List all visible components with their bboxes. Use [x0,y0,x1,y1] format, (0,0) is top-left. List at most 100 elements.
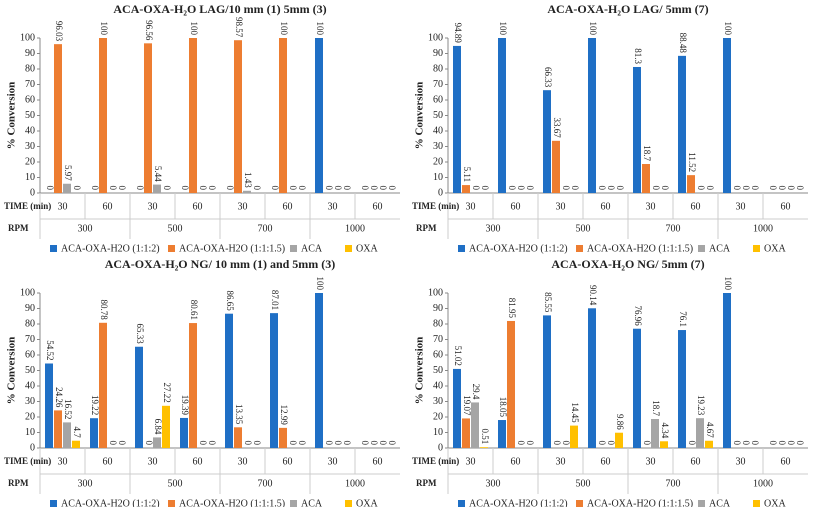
data-label: 0 [768,186,778,191]
legend-label: OXA [764,243,786,254]
data-label: 51.02 [453,346,463,366]
bar [480,447,488,448]
y-axis-title: % Conversion [414,337,426,405]
data-label: 0 [552,441,562,446]
y-tick-label: 90 [25,48,35,59]
x-tick-label: 60 [601,456,611,467]
data-label: 0 [333,186,343,191]
bar [660,441,668,448]
data-label: 87.01 [270,290,280,310]
data-label: 18.7 [642,145,652,161]
y-tick-label: 70 [433,79,443,90]
y-tick-label: 60 [25,349,35,360]
data-label: 0 [144,441,154,446]
bar [189,323,197,448]
x-tick-label: 30 [466,201,476,212]
data-label: 0 [369,186,379,191]
y-tick-label: 10 [433,172,443,183]
bar [498,38,506,193]
x-tick-label: 60 [511,456,521,467]
data-label: 19.23 [696,395,706,416]
data-label: 100 [723,22,733,36]
x-tick-label: 60 [193,201,203,212]
x-tick-label: 60 [373,456,383,467]
data-label: 85.55 [543,292,553,313]
data-label: 0 [162,186,172,191]
data-label: 18.7 [651,400,661,416]
chart-title: ACA-OXA-H₂O LAG/ 5mm (7) [547,2,708,16]
bar [543,90,551,193]
bar [462,418,470,448]
y-tick-label: 60 [433,94,443,105]
x-tick-label: 30 [58,201,68,212]
x-tick-label: 60 [781,456,791,467]
bar [162,405,170,448]
y-tick-label: 40 [433,125,443,136]
data-label: 0 [117,186,127,191]
time-axis-label: TIME (min) [412,201,459,211]
legend-label: ACA-OXA-H2O (1:1:2) [61,498,160,507]
data-label: 19.07 [462,395,472,416]
time-axis-label: TIME (min) [412,456,459,466]
bar [54,410,62,448]
y-tick-label: 20 [433,156,443,167]
bar [99,322,107,448]
data-label: 0 [642,441,652,446]
x-tick-label: 60 [601,201,611,212]
data-label: 88.48 [678,33,688,54]
time-axis-label: TIME (min) [4,201,51,211]
data-label: 100 [189,22,199,36]
data-label: 98.57 [234,17,244,38]
data-label: 0 [207,186,217,191]
y-tick-label: 30 [433,141,443,152]
x-tick-label: 30 [328,456,338,467]
data-label: 0.51 [480,428,490,444]
legend-swatch [168,245,175,252]
x-tick-label: 60 [103,456,113,467]
legend-label: ACA [709,243,731,254]
bar [270,313,278,448]
data-label: 0 [606,441,616,446]
data-label: 4.7 [72,426,82,438]
x-tick-label: 30 [148,456,158,467]
data-label: 0 [786,441,796,446]
data-label: 0 [198,186,208,191]
bar [705,440,713,448]
x-tick-label: 30 [646,456,656,467]
y-axis-title: % Conversion [6,82,18,150]
rpm-label: 1000 [345,223,365,234]
legend-swatch [290,500,297,507]
legend-swatch [290,245,297,252]
bar [696,418,704,448]
data-label: 4.67 [705,422,715,438]
bar [498,420,506,448]
legend-swatch [345,245,352,252]
legend-swatch [753,245,760,252]
y-tick-label: 10 [433,427,443,438]
chart-title: ACA-OXA-H₂O NG/ 10 mm (1) and 5mm (3) [105,257,336,271]
y-tick-label: 90 [433,48,443,59]
bar [462,185,470,193]
data-label: 0 [786,186,796,191]
data-label: 0 [597,186,607,191]
legend-swatch [168,500,175,507]
data-label: 0 [135,186,145,191]
legend-swatch [576,500,583,507]
bar [54,44,62,193]
bar [588,38,596,193]
data-label: 0 [561,186,571,191]
rpm-label: 700 [666,478,681,489]
data-label: 0 [471,186,481,191]
data-label: 0 [333,441,343,446]
bar [279,38,287,193]
x-tick-label: 60 [511,201,521,212]
data-label: 0 [72,186,82,191]
y-tick-label: 60 [25,94,35,105]
data-label: 0 [777,186,787,191]
bar [651,419,659,448]
legend-swatch [458,500,465,507]
y-tick-label: 60 [433,349,443,360]
time-axis-label: TIME (min) [4,456,51,466]
data-label: 100 [588,22,598,36]
data-label: 0 [108,186,118,191]
